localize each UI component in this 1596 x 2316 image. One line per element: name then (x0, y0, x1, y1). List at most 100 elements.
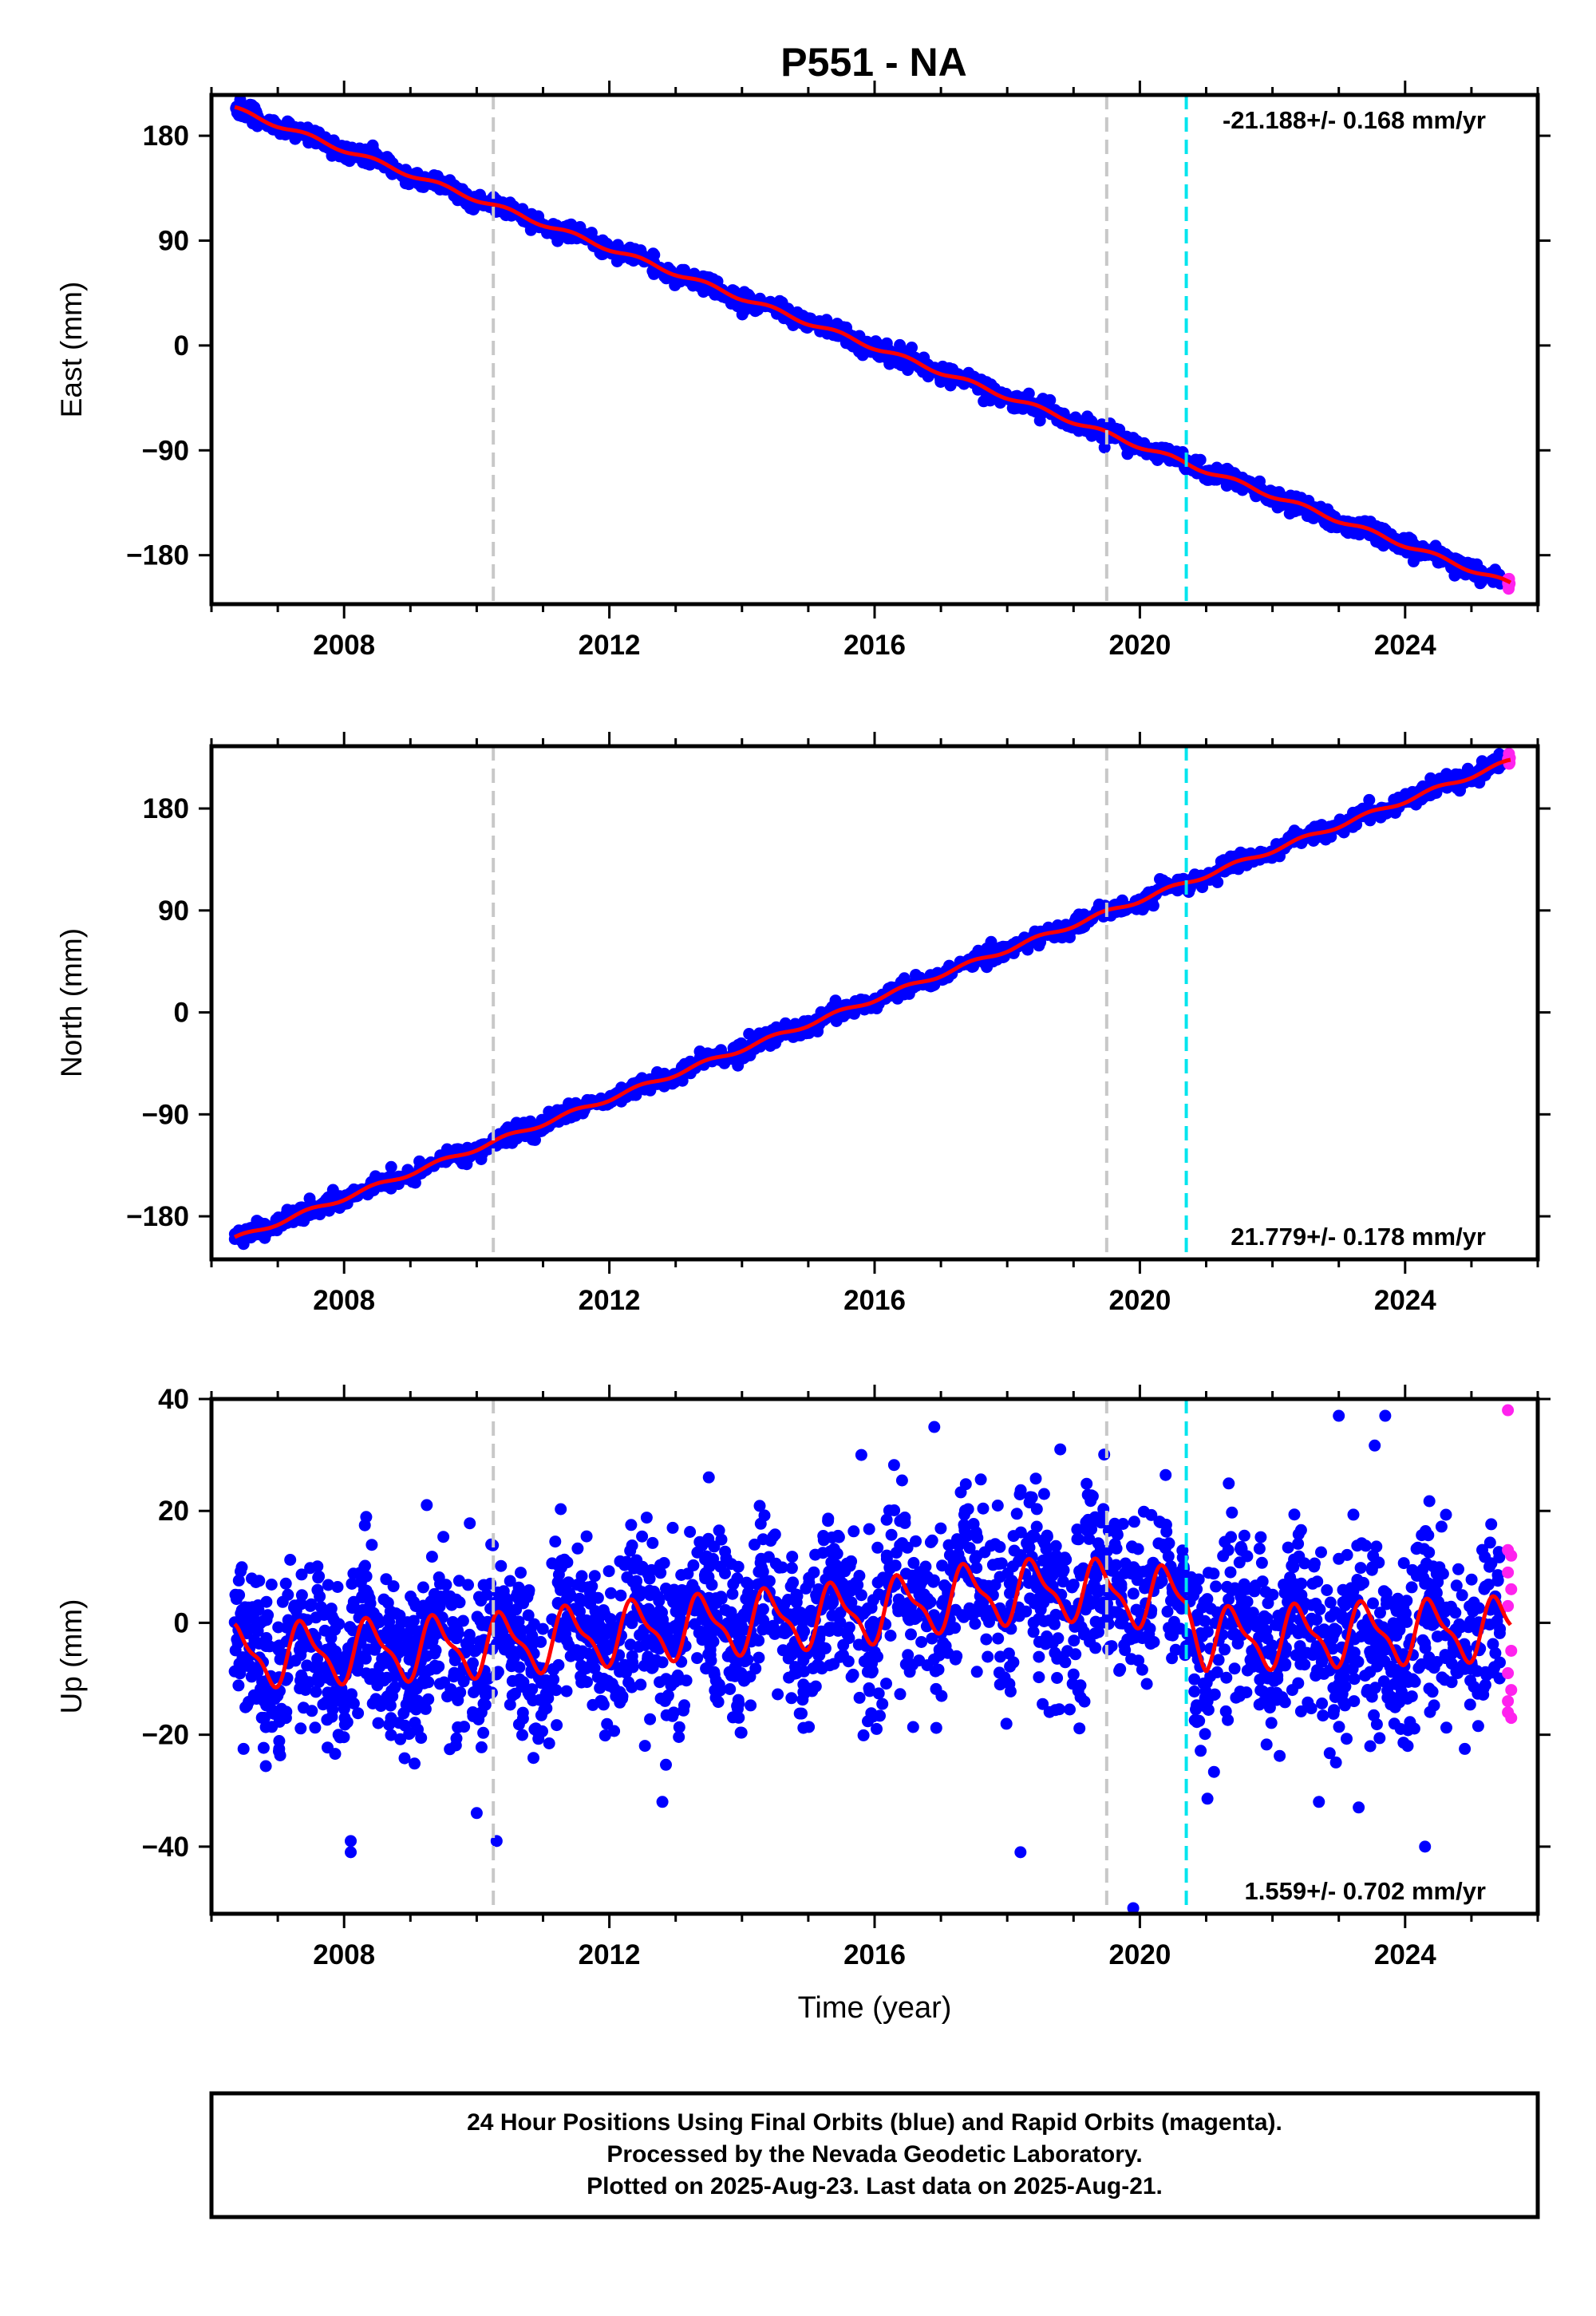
data-point (926, 1632, 938, 1645)
data-point (1271, 501, 1284, 514)
y-tick-label: −90 (142, 1099, 189, 1130)
data-point (1347, 806, 1359, 819)
x-tick-label: 2008 (313, 1285, 375, 1316)
data-point (1246, 1615, 1259, 1628)
data-point (1374, 1607, 1386, 1619)
data-point (1127, 1587, 1140, 1600)
data-point (550, 1684, 563, 1697)
data-point (934, 1522, 947, 1535)
data-point (352, 1707, 365, 1720)
data-point (1159, 1468, 1172, 1481)
data-point (673, 1721, 685, 1733)
data-point (1354, 1562, 1367, 1575)
data-point (686, 279, 699, 292)
data-point (636, 1530, 649, 1543)
y-axis-label: North (mm) (55, 928, 88, 1077)
data-point (644, 1713, 657, 1725)
plot-area (228, 1404, 1518, 1914)
data-point (346, 1578, 358, 1590)
data-point (974, 1599, 986, 1611)
x-tick-label: 2024 (1374, 630, 1436, 661)
y-tick-label: 180 (143, 793, 189, 824)
data-point (1351, 1574, 1364, 1586)
data-point (1423, 1495, 1436, 1508)
data-point (971, 1531, 984, 1544)
data-point (1321, 503, 1334, 516)
data-point (1201, 1792, 1214, 1805)
x-tick-label: 2012 (579, 1285, 641, 1316)
data-point (1000, 1717, 1013, 1730)
x-tick-label: 2016 (843, 1285, 906, 1316)
data-point (1405, 1690, 1418, 1703)
data-point (666, 1521, 679, 1534)
y-tick-label: 0 (174, 998, 189, 1029)
data-point (294, 1649, 307, 1662)
data-point (1049, 1539, 1062, 1552)
data-point (640, 1512, 653, 1524)
data-point (383, 1718, 395, 1731)
data-point (547, 1673, 560, 1686)
data-point (1283, 508, 1296, 520)
data-point (258, 1712, 271, 1724)
data-point (408, 1595, 421, 1608)
data-point (320, 1696, 332, 1709)
data-point (614, 1589, 627, 1602)
data-point (638, 1740, 651, 1753)
data-point (523, 1584, 535, 1597)
data-point (257, 1741, 270, 1754)
data-point (1407, 555, 1420, 567)
data-point (1333, 1721, 1345, 1733)
data-point (314, 1601, 327, 1614)
data-point (504, 1575, 516, 1587)
data-point (1017, 402, 1029, 415)
data-point (784, 1580, 797, 1593)
data-point (876, 1697, 889, 1710)
data-point (463, 1628, 476, 1641)
data-point (1010, 1508, 1023, 1520)
data-point (709, 288, 721, 301)
data-point (776, 296, 788, 309)
data-point (905, 1628, 917, 1641)
data-point (1037, 1697, 1049, 1710)
plot-area (228, 747, 1516, 1251)
data-point (744, 1048, 757, 1061)
data-point (1265, 1717, 1278, 1729)
data-point (288, 1599, 301, 1612)
data-point (266, 1704, 279, 1717)
data-point (634, 1629, 646, 1642)
data-point (660, 1758, 672, 1771)
data-point (1435, 1520, 1448, 1533)
data-point (1426, 1686, 1439, 1698)
data-point (684, 1526, 697, 1538)
data-point (605, 1587, 617, 1599)
data-point (880, 337, 893, 350)
data-point (1347, 1508, 1360, 1521)
data-point (365, 1539, 378, 1551)
data-point (1008, 1544, 1021, 1557)
data-point (1292, 1677, 1305, 1690)
data-point (1037, 1488, 1050, 1500)
data-point (959, 1478, 972, 1491)
data-point (1088, 1627, 1101, 1640)
data-point (551, 1719, 563, 1732)
data-point (1023, 1532, 1036, 1544)
data-point (855, 1589, 867, 1602)
data-point (454, 1686, 467, 1699)
data-point (1370, 1718, 1383, 1731)
data-point (994, 1571, 1006, 1583)
data-point (522, 1609, 535, 1622)
data-point (505, 1660, 518, 1673)
data-point (237, 1238, 250, 1251)
data-point (1212, 1654, 1225, 1666)
data-point (547, 227, 560, 240)
data-point (919, 1560, 932, 1573)
data-point (1073, 1722, 1086, 1735)
data-point (1098, 441, 1111, 454)
data-point (715, 1044, 727, 1057)
data-point (394, 1733, 407, 1745)
velocity-rate-label: 21.779+/- 0.178 mm/yr (1231, 1223, 1486, 1251)
data-point (232, 1679, 245, 1692)
data-point (1287, 1561, 1300, 1574)
